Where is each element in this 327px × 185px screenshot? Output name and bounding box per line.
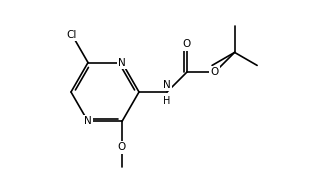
- Text: O: O: [183, 39, 191, 49]
- Text: Cl: Cl: [67, 30, 77, 40]
- Text: N: N: [84, 116, 92, 126]
- Text: O: O: [211, 67, 219, 77]
- Text: O: O: [118, 142, 126, 152]
- Text: H: H: [163, 96, 171, 106]
- Text: N: N: [118, 58, 126, 68]
- Text: N: N: [163, 80, 171, 90]
